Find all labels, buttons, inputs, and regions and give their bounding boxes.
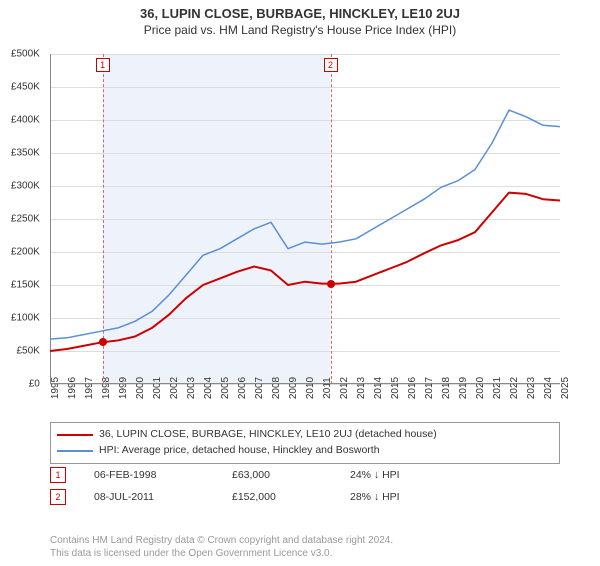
events-table: 106-FEB-1998£63,00024% ↓ HPI208-JUL-2011… xyxy=(50,464,560,508)
event-row: 106-FEB-1998£63,00024% ↓ HPI xyxy=(50,464,560,486)
footnote-line: This data is licensed under the Open Gov… xyxy=(50,547,560,560)
y-tick-label: £300K xyxy=(11,181,40,192)
y-tick-label: £200K xyxy=(11,247,40,258)
y-tick-label: £450K xyxy=(11,82,40,93)
y-tick-label: £500K xyxy=(11,49,40,60)
y-tick-label: £50K xyxy=(16,346,39,357)
chart-plot-area: £0£50K£100K£150K£200K£250K£300K£350K£400… xyxy=(50,54,560,384)
chart-title: 36, LUPIN CLOSE, BURBAGE, HINCKLEY, LE10… xyxy=(0,6,600,21)
legend-item: HPI: Average price, detached house, Hinc… xyxy=(57,443,553,459)
legend-item: 36, LUPIN CLOSE, BURBAGE, HINCKLEY, LE10… xyxy=(57,427,553,443)
y-tick-label: £100K xyxy=(11,313,40,324)
y-tick-label: £250K xyxy=(11,214,40,225)
chart-subtitle: Price paid vs. HM Land Registry's House … xyxy=(0,23,600,37)
legend: 36, LUPIN CLOSE, BURBAGE, HINCKLEY, LE10… xyxy=(50,422,560,464)
y-tick-label: £350K xyxy=(11,148,40,159)
y-tick-label: £150K xyxy=(11,280,40,291)
y-tick-label: £0 xyxy=(29,379,40,390)
x-tick-label: 2025 xyxy=(560,377,571,399)
y-tick-label: £400K xyxy=(11,115,40,126)
footnote: Contains HM Land Registry data © Crown c… xyxy=(50,534,560,560)
event-row: 208-JUL-2011£152,00028% ↓ HPI xyxy=(50,486,560,508)
footnote-line: Contains HM Land Registry data © Crown c… xyxy=(50,534,560,547)
